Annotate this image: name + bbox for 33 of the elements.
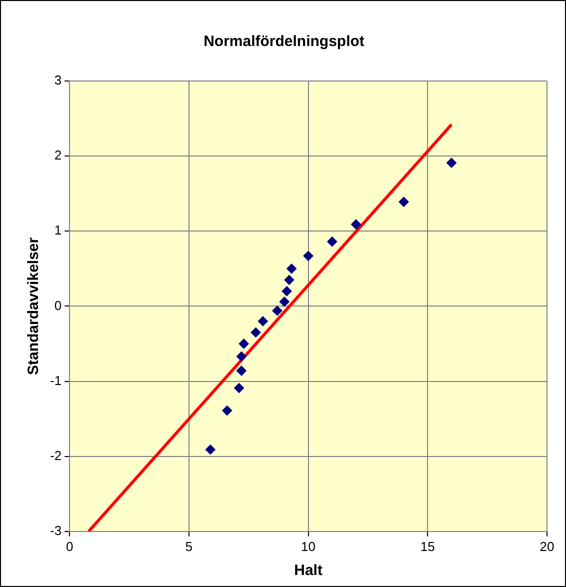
point	[236, 351, 246, 362]
point	[398, 196, 409, 207]
point	[236, 366, 246, 376]
y-tick-label: -3	[50, 522, 62, 538]
point	[205, 444, 216, 455]
x-axis-title: Halt	[294, 562, 322, 580]
x-tick-label: 10	[301, 538, 316, 554]
point	[446, 158, 457, 168]
point	[258, 316, 268, 326]
y-tick-label: -2	[50, 448, 62, 463]
y-axis-title: Standardavvikelser	[25, 237, 42, 375]
point	[250, 327, 261, 338]
x-tick-label: 20	[540, 538, 554, 554]
point	[279, 296, 290, 307]
point	[351, 219, 362, 230]
y-tick-label: 3	[54, 72, 62, 88]
point	[282, 286, 292, 296]
x-tick-label: 15	[420, 538, 435, 554]
point	[238, 338, 249, 349]
x-tick-label: 0	[66, 538, 74, 554]
chart-title: Normalfördelningsplot	[204, 33, 364, 50]
y-tick-label: 2	[54, 148, 62, 163]
y-tick-label: 1	[54, 222, 62, 238]
point	[327, 236, 338, 247]
point	[272, 306, 282, 316]
point	[303, 250, 314, 261]
x-tick-label: 5	[185, 538, 193, 554]
point	[284, 274, 294, 285]
y-tick-label: -1	[50, 372, 62, 388]
point	[222, 406, 232, 416]
y-tick-label: 0	[54, 298, 62, 313]
point	[234, 383, 244, 394]
point	[286, 264, 297, 274]
